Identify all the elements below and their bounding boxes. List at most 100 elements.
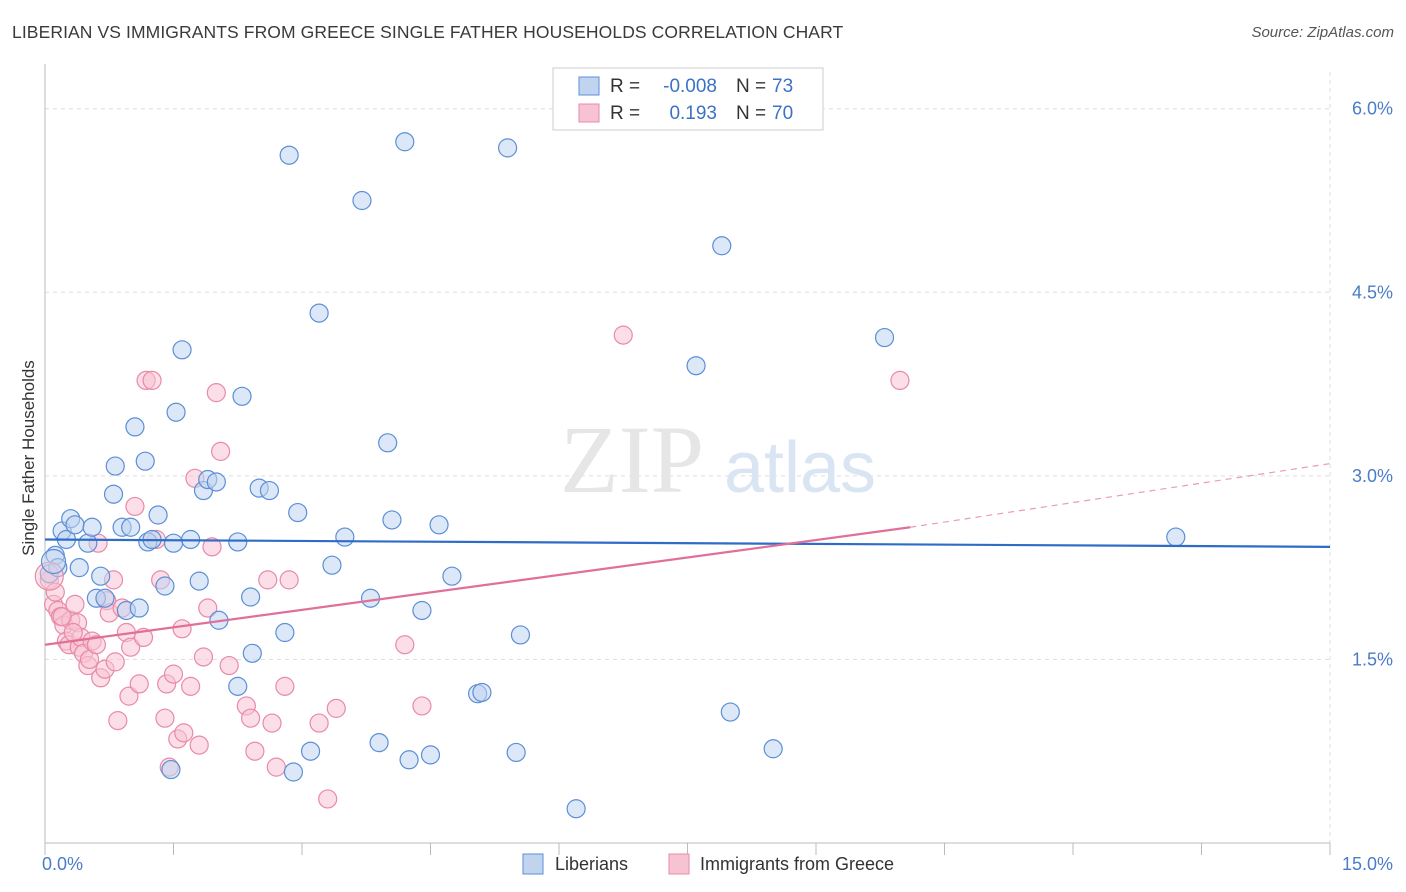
point-liberians-18 — [125, 417, 145, 437]
point-liberians-33 — [206, 472, 226, 492]
point-greece-67 — [890, 370, 910, 390]
legend-r-value-0: -0.008 — [663, 76, 717, 97]
axes — [44, 64, 1331, 855]
point-greece-52 — [219, 655, 239, 676]
legend-r-label-0: R = — [610, 76, 640, 97]
point-greece-63 — [326, 698, 346, 718]
point-greece-54 — [241, 708, 261, 728]
legend-stats: R = -0.008 N = 73 R = 0.193 N = 70 — [552, 67, 824, 131]
point-liberians-7 — [69, 558, 89, 578]
y-tick-label-0: 1.5% — [1352, 649, 1393, 669]
point-greece-57 — [262, 713, 282, 733]
trend-lines — [44, 463, 1331, 646]
point-liberians-55 — [395, 132, 415, 152]
point-liberians-47 — [309, 303, 329, 323]
point-liberians-17 — [121, 517, 141, 537]
point-liberians-35 — [228, 532, 248, 552]
point-liberians-19 — [129, 598, 149, 618]
point-greece-29 — [121, 637, 141, 657]
point-liberians-13 — [103, 484, 124, 504]
point-liberians-14 — [105, 456, 125, 476]
point-liberians-52 — [369, 733, 389, 753]
point-liberians-51 — [360, 588, 381, 608]
chart-title: LIBERIAN VS IMMIGRANTS FROM GREECE SINGL… — [12, 22, 844, 42]
point-liberians-43 — [279, 145, 299, 165]
point-greece-47 — [193, 647, 214, 667]
legend-bottom-label-greece: Immigrants from Greece — [700, 854, 894, 874]
point-greece-61 — [309, 713, 329, 733]
point-liberians-67 — [686, 356, 706, 376]
point-liberians-48 — [322, 555, 342, 575]
point-greece-46 — [189, 735, 209, 755]
point-greece-34 — [142, 370, 162, 390]
point-liberians-60 — [442, 566, 462, 586]
point-greece-51 — [211, 441, 231, 461]
point-liberians-28 — [172, 340, 192, 360]
point-greece-31 — [129, 674, 149, 694]
legend-swatch-greece — [578, 103, 600, 123]
point-greece-68 — [52, 606, 72, 627]
point-greece-30 — [125, 496, 145, 517]
trend-line-greece-extension — [910, 463, 1331, 528]
y-tick-label-1: 3.0% — [1352, 466, 1393, 486]
point-greece-40 — [163, 664, 184, 684]
point-greece-17 — [86, 635, 107, 655]
point-greece-59 — [275, 676, 295, 696]
point-liberians-57 — [412, 600, 432, 621]
point-greece-24 — [105, 652, 125, 672]
point-greece-64 — [395, 635, 415, 655]
legend-n-label-1: N = — [736, 103, 766, 124]
point-greece-43 — [174, 723, 194, 743]
point-greece-49 — [202, 537, 222, 557]
point-liberians-38 — [241, 587, 261, 607]
legend-bottom-label-liberians: Liberians — [555, 854, 628, 874]
point-liberians-70 — [763, 739, 783, 759]
point-liberians-53 — [378, 433, 398, 453]
legend-bottom-swatch-liberians — [522, 853, 544, 875]
legend-r-label-1: R = — [610, 103, 640, 124]
legend-bottom: Liberians Immigrants from Greece — [522, 853, 894, 875]
legend-bottom-swatch-greece — [668, 853, 690, 875]
y-tick-label-2: 4.5% — [1352, 282, 1393, 302]
point-greece-28 — [119, 686, 139, 706]
point-liberians-50 — [352, 190, 372, 211]
point-greece-60 — [279, 570, 299, 590]
point-greece-25 — [108, 711, 128, 731]
point-liberians-68 — [712, 236, 732, 256]
point-liberians-42 — [275, 622, 295, 643]
legend-swatch-liberians — [578, 76, 600, 96]
point-liberians-11 — [91, 566, 111, 586]
point-liberians-58 — [420, 745, 441, 765]
point-greece-42 — [172, 619, 192, 639]
point-liberians-8 — [78, 533, 98, 553]
point-liberians-56 — [399, 750, 419, 770]
point-liberians-71 — [874, 327, 895, 348]
point-liberians-39 — [242, 643, 262, 663]
point-liberians-72 — [1166, 527, 1186, 547]
point-greece-65 — [412, 696, 432, 716]
point-liberians-69 — [720, 702, 740, 722]
point-liberians-44 — [283, 762, 304, 782]
point-greece-48 — [198, 598, 218, 618]
point-greece-44 — [181, 676, 201, 696]
svg-text:R =: R = — [610, 76, 640, 97]
point-liberians-cluster — [40, 548, 67, 575]
point-liberians-26 — [163, 533, 184, 553]
point-liberians-27 — [166, 402, 186, 422]
point-greece-50 — [206, 383, 226, 403]
point-greece-58 — [266, 757, 286, 777]
point-liberians-37 — [232, 386, 252, 406]
point-liberians-63 — [498, 138, 518, 158]
x-tick-label-0: 0.0% — [42, 854, 83, 874]
point-liberians-23 — [148, 505, 168, 525]
y-tick-labels: 1.5% 3.0% 4.5% 6.0% — [1352, 99, 1393, 670]
point-greece-66 — [613, 325, 633, 345]
point-liberians-20 — [135, 451, 155, 471]
point-liberians-46 — [300, 741, 321, 761]
watermark-zip: ZIP — [560, 406, 704, 513]
x-tick-labels: 0.0% 15.0% — [42, 854, 1393, 874]
point-liberians-59 — [429, 515, 449, 535]
point-liberians-45 — [288, 502, 308, 523]
point-liberians-36 — [228, 676, 248, 696]
